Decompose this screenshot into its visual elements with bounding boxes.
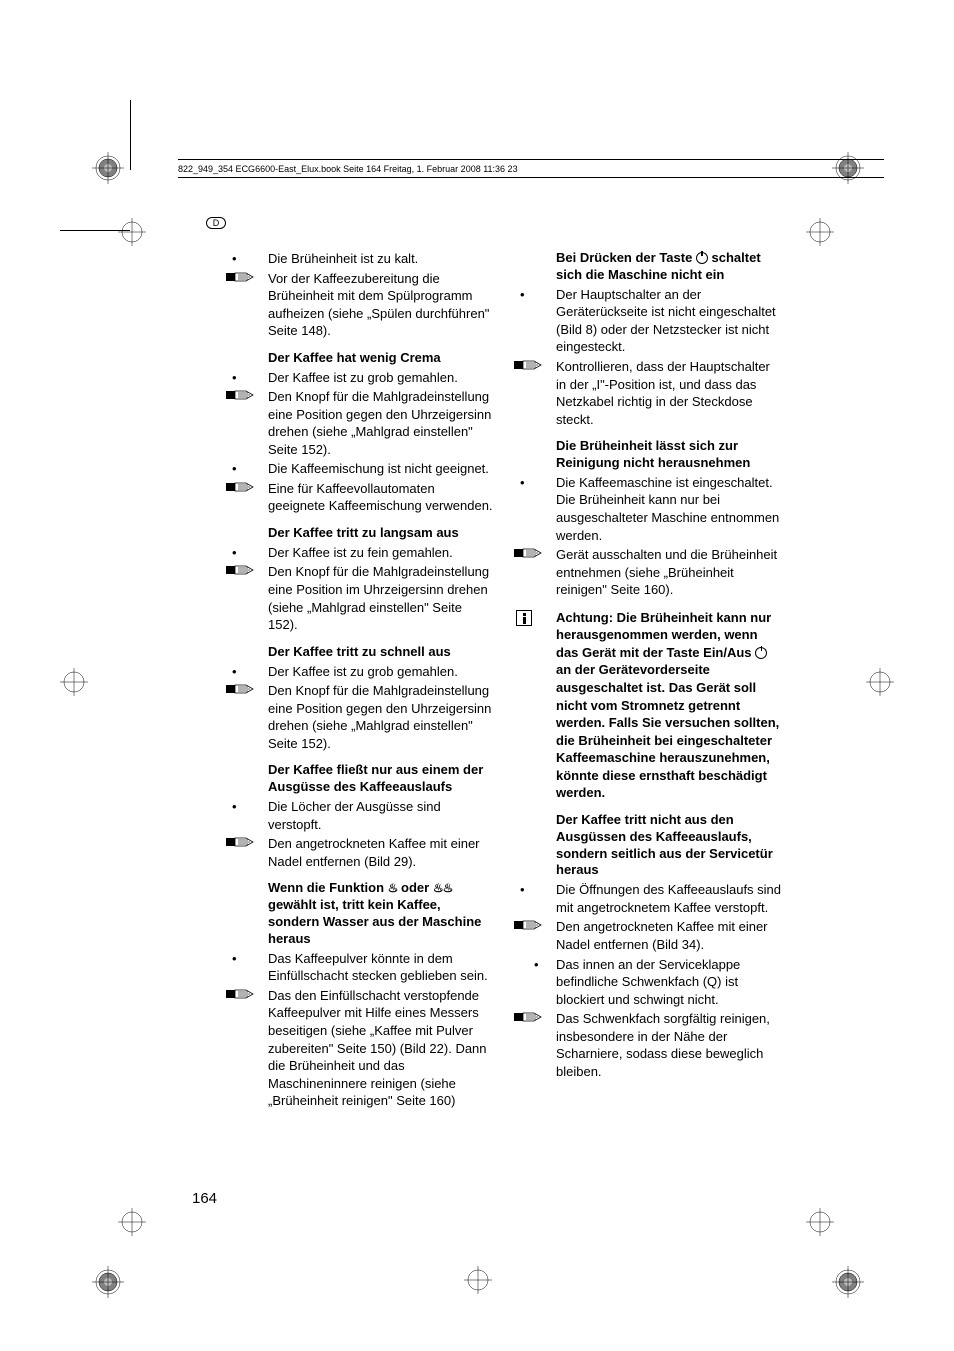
heading-part: Wenn die Funktion — [268, 880, 388, 895]
reg-mark-tl-outer — [92, 152, 124, 184]
hand-icon — [226, 271, 254, 283]
hand-text: Den Knopf für die Mahlgradeinstellung ei… — [268, 389, 491, 457]
section-heading: Der Kaffee fließt nur aus einem der Ausg… — [232, 762, 494, 796]
hand-text: Den Knopf für die Mahlgradeinstellung ei… — [268, 683, 491, 751]
reg-mark-tr-outer — [832, 152, 864, 184]
section-heading: Der Kaffee tritt nicht aus den Ausgüssen… — [520, 812, 782, 880]
power-icon — [755, 647, 767, 659]
page: 822_949_354 ECG6600-East_Elux.book Seite… — [0, 0, 954, 1351]
coffee-single-icon: ♨ — [388, 881, 398, 897]
hand-item: Das den Einfüllschacht verstopfende Kaff… — [232, 987, 494, 1110]
hand-item: Vor der Kaffeezubereitung die Brüheinhei… — [232, 270, 494, 340]
bullet-item: Der Kaffee ist zu grob gemahlen. — [232, 663, 494, 681]
hand-item: Den Knopf für die Mahlgradeinstellung ei… — [232, 563, 494, 633]
hand-text: Vor der Kaffeezubereitung die Brüheinhei… — [268, 271, 489, 339]
crop-mark — [60, 230, 130, 231]
hand-icon — [226, 988, 254, 1000]
page-number: 164 — [192, 1190, 217, 1207]
bullet-item: Die Öffnungen des Kaffeeauslaufs sind mi… — [520, 881, 782, 916]
hand-icon — [514, 919, 542, 931]
power-icon — [696, 252, 708, 264]
info-text-part: an der Gerätevorderseite ausgeschaltet i… — [556, 662, 779, 800]
section-heading: Der Kaffee tritt zu schnell aus — [232, 644, 494, 661]
hand-item: Kontrollieren, dass der Hauptschalter in… — [520, 358, 782, 428]
hand-item: Den angetrockneten Kaffee mit einer Nade… — [520, 918, 782, 953]
reg-mark-tr-cross — [806, 218, 834, 246]
hand-text: Eine für Kaffeevollautomaten geeignete K… — [268, 481, 493, 514]
reg-mark-br-cross — [806, 1208, 834, 1236]
section-heading: Bei Drücken der Taste schaltet sich die … — [520, 250, 782, 284]
hand-item: Das Schwenkfach sorgfältig reinigen, ins… — [520, 1010, 782, 1080]
bullet-item: Der Hauptschalter an der Geräterückseite… — [520, 286, 782, 356]
hand-item: Den angetrockneten Kaffee mit einer Nade… — [232, 835, 494, 870]
hand-icon — [514, 547, 542, 559]
hand-text: Den angetrockneten Kaffee mit einer Nade… — [268, 836, 480, 869]
left-column: Die Brüheinheit ist zu kalt. Vor der Kaf… — [232, 250, 494, 1112]
section-heading: Die Brüheinheit lässt sich zur Reinigung… — [520, 438, 782, 472]
info-icon — [516, 610, 532, 626]
bullet-item: Die Kaffeemischung ist nicht geeignet. — [232, 460, 494, 478]
hand-text: Gerät ausschalten und die Brüheinheit en… — [556, 547, 777, 597]
bullet-item: Die Kaffeemaschine ist eingeschaltet. Di… — [520, 474, 782, 544]
hand-icon — [514, 359, 542, 371]
hand-icon — [226, 564, 254, 576]
hand-item: Gerät ausschalten und die Brüheinheit en… — [520, 546, 782, 599]
bullet-item: Der Kaffee ist zu grob gemahlen. — [232, 369, 494, 387]
language-badge: D — [206, 217, 226, 229]
bullet-item: Das Kaffeepulver könnte in dem Einfüllsc… — [232, 950, 494, 985]
info-item: Achtung: Die Brüheinheit kann nur heraus… — [520, 609, 782, 802]
heading-part: Bei Drücken der Taste — [556, 250, 696, 265]
bullet-item: Die Brüheinheit ist zu kalt. — [232, 250, 494, 268]
hand-icon — [226, 481, 254, 493]
hand-item: Den Knopf für die Mahlgradeinstellung ei… — [232, 388, 494, 458]
hand-icon — [226, 836, 254, 848]
bullet-item: Die Löcher der Ausgüsse sind verstopft. — [232, 798, 494, 833]
hand-text: Kontrollieren, dass der Hauptschalter in… — [556, 359, 770, 427]
section-heading: Der Kaffee tritt zu langsam aus — [232, 525, 494, 542]
section-heading: Der Kaffee hat wenig Crema — [232, 350, 494, 367]
reg-mark-tl-cross — [118, 218, 146, 246]
section-heading: Wenn die Funktion ♨ oder ♨♨ gewählt ist,… — [232, 880, 494, 948]
right-column: Bei Drücken der Taste schaltet sich die … — [520, 250, 782, 1112]
hand-text: Das den Einfüllschacht verstopfende Kaff… — [268, 988, 487, 1108]
hand-item: Eine für Kaffeevollautomaten geeignete K… — [232, 480, 494, 515]
hand-text: Das Schwenkfach sorgfältig reinigen, ins… — [556, 1011, 770, 1079]
hand-item: Den Knopf für die Mahlgradeinstellung ei… — [232, 682, 494, 752]
content-area: Die Brüheinheit ist zu kalt. Vor der Kaf… — [232, 250, 782, 1112]
hand-text: Den Knopf für die Mahlgradeinstellung ei… — [268, 564, 489, 632]
info-text-part: Achtung: Die Brüheinheit kann nur heraus… — [556, 610, 771, 660]
heading-part: gewählt ist, tritt kein Kaffee, sondern … — [268, 897, 481, 946]
reg-mark-mr — [866, 668, 894, 696]
header-rule — [178, 159, 884, 160]
crop-mark — [130, 100, 131, 170]
hand-icon — [226, 683, 254, 695]
reg-mark-bc — [464, 1266, 492, 1294]
reg-mark-bl-outer — [92, 1266, 124, 1298]
header-rule — [178, 177, 884, 178]
bullet-item: Das innen an der Serviceklappe befindlic… — [520, 956, 782, 1009]
bullet-item: Der Kaffee ist zu fein gemahlen. — [232, 544, 494, 562]
header-text: 822_949_354 ECG6600-East_Elux.book Seite… — [178, 164, 518, 174]
hand-text: Den angetrockneten Kaffee mit einer Nade… — [556, 919, 768, 952]
heading-part: oder — [397, 880, 432, 895]
reg-mark-br-outer — [832, 1266, 864, 1298]
coffee-double-icon: ♨♨ — [433, 881, 453, 897]
hand-icon — [514, 1011, 542, 1023]
hand-icon — [226, 389, 254, 401]
reg-mark-bl-cross — [118, 1208, 146, 1236]
reg-mark-ml — [60, 668, 88, 696]
